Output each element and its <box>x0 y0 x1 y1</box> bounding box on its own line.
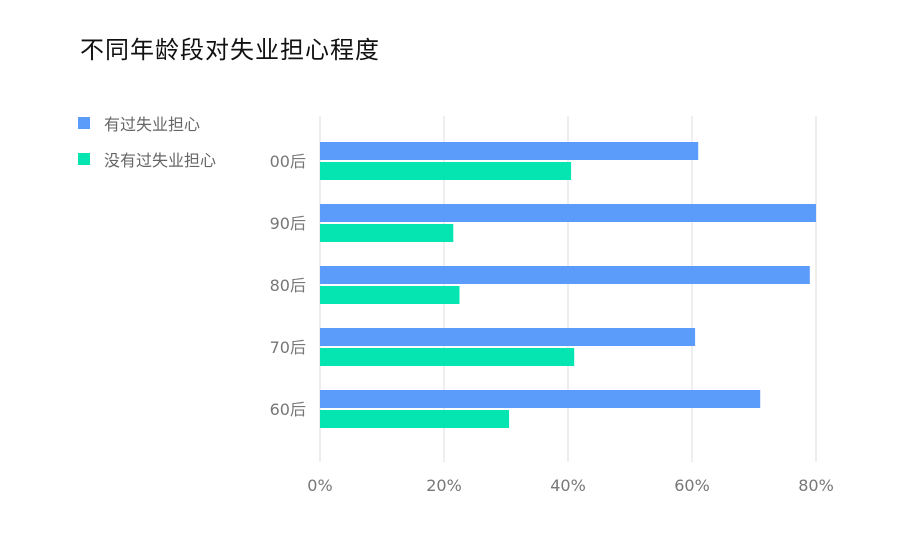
bar-not-worried <box>320 162 572 180</box>
category-label: 60后 <box>270 400 306 419</box>
category-label: 00后 <box>270 152 306 171</box>
bar-not-worried <box>320 348 575 366</box>
x-tick-label: 80% <box>798 476 834 495</box>
legend-swatch-not-worried <box>78 153 90 165</box>
legend-label-not-worried: 没有过失业担心 <box>104 151 217 170</box>
bar-not-worried <box>320 286 460 304</box>
legend-swatch-worried <box>78 117 90 129</box>
category-label: 70后 <box>270 338 306 357</box>
legend: 有过失业担心 没有过失业担心 <box>78 112 216 184</box>
x-axis-ticks: 0% 20% 40% 60% 80% <box>307 476 833 495</box>
category-label: 80后 <box>270 276 306 295</box>
x-tick-label: 60% <box>674 476 710 495</box>
legend-item-worried: 有过失业担心 <box>78 112 216 134</box>
bar-worried <box>320 142 699 160</box>
bar-worried <box>320 390 761 408</box>
bar-worried <box>320 204 816 222</box>
bar-worried <box>320 266 810 284</box>
bars <box>320 142 816 428</box>
bar-worried <box>320 328 696 346</box>
bar-not-worried <box>320 224 454 242</box>
x-tick-label: 20% <box>426 476 462 495</box>
chart-title: 不同年龄段对失业担心程度 <box>80 36 380 64</box>
x-tick-label: 0% <box>307 476 332 495</box>
legend-item-not-worried: 没有过失业担心 <box>78 148 216 170</box>
legend-label-worried: 有过失业担心 <box>104 115 201 134</box>
x-tick-label: 40% <box>550 476 586 495</box>
category-label: 90后 <box>270 214 306 233</box>
category-labels: 00后 90后 80后 70后 60后 <box>270 152 306 419</box>
bar-not-worried <box>320 410 510 428</box>
